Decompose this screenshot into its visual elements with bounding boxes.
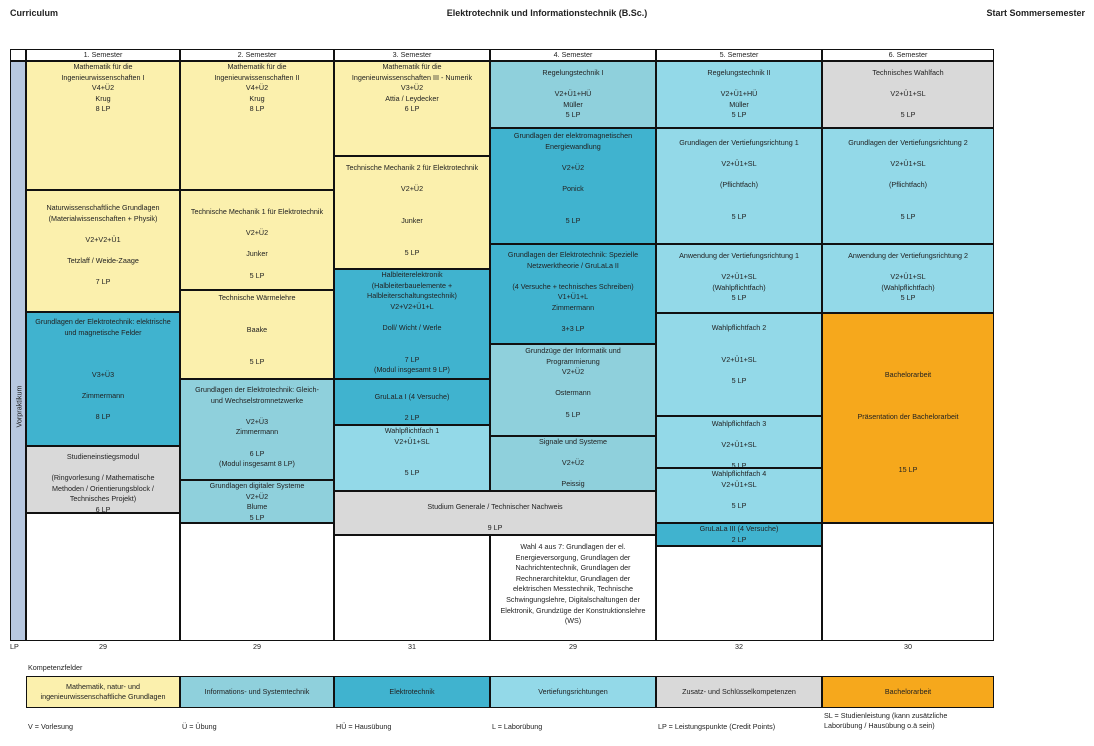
empty-cell: [656, 546, 822, 641]
module-studium-generale: Studium Generale / Technischer Nachweis …: [334, 491, 656, 535]
lp-total-semester-6: 30: [904, 642, 912, 651]
legend-elektrotechnik: Elektrotechnik: [334, 676, 490, 708]
module-vertiefung-1: Grundlagen der Vertiefungsrichtung 1 V2+…: [656, 128, 822, 244]
module-vertiefung-2: Grundlagen der Vertiefungsrichtung 2 V2+…: [822, 128, 994, 244]
module-mathematik-3: Mathematik für die Ingenieurwissenschaft…: [334, 61, 490, 156]
module-anwendung-vertiefung-1: Anwendung der Vertiefungsrichtung 1 V2+Ü…: [656, 244, 822, 313]
module-informatik: Grundzüge der Informatik und Programmier…: [490, 344, 656, 436]
legend-title: Kompetenzfelder: [28, 663, 83, 672]
module-studieneinstieg: Studieneinstiegsmodul (Ringvorlesung / M…: [26, 446, 180, 513]
legend-informations-systemtechnik: Informations- und Systemtechnik: [180, 676, 334, 708]
module-grundlagen-et-netzwerke: Grundlagen der Elektrotechnik: Gleich- u…: [180, 379, 334, 480]
abbr-vorlesung: V = Vorlesung: [28, 722, 73, 731]
vorpraktikum-label: Vorpraktikum: [14, 385, 24, 428]
lp-label: LP: [10, 642, 19, 651]
module-naturwissenschaftliche-grundlagen: Naturwissenschaftliche Grundlagen (Mater…: [26, 190, 180, 312]
vorpraktikum-bar: Vorpraktikum: [10, 61, 26, 641]
empty-cell: [822, 523, 994, 641]
semester-3-header: 3. Semester: [334, 49, 490, 61]
module-grulala-3: GruLaLa III (4 Versuche) 2 LP: [656, 523, 822, 546]
module-regelungstechnik-1: Regelungstechnik I V2+Ü1+HÜ Müller 5 LP: [490, 61, 656, 128]
legend-bachelorarbeit: Bachelorarbeit: [822, 676, 994, 708]
abbr-uebung: Ü = Übung: [182, 722, 217, 731]
lp-total-semester-1: 29: [99, 642, 107, 651]
module-wahlpflichtfach-1: Wahlpflichtfach 1 V2+Ü1+SL 5 LP: [334, 425, 490, 491]
lp-total-semester-3: 31: [408, 642, 416, 651]
module-grulala-1: GruLaLa I (4 Versuche) 2 LP: [334, 379, 490, 425]
legend-vertiefungsrichtungen: Vertiefungsrichtungen: [490, 676, 656, 708]
lp-total-semester-2: 29: [253, 642, 261, 651]
module-mathematik-2: Mathematik für die Ingenieurwissenschaft…: [180, 61, 334, 190]
semester-5-header: 5. Semester: [656, 49, 822, 61]
module-technische-mechanik-1: Technische Mechanik 1 für Elektrotechnik…: [180, 190, 334, 290]
abbr-leistungspunkte: LP = Leistungspunkte (Credit Points): [658, 722, 776, 731]
module-wahlpflichtfach-2: Wahlpflichtfach 2 V2+Ü1+SL 5 LP: [656, 313, 822, 416]
module-technisches-wahlfach: Technisches Wahlfach V2+Ü1+SL 5 LP: [822, 61, 994, 128]
legend-zusatz-schluesselkompetenzen: Zusatz- und Schlüsselkompetenzen: [656, 676, 822, 708]
lp-total-semester-4: 29: [569, 642, 577, 651]
empty-cell: [180, 523, 334, 641]
semester-1-header: 1. Semester: [26, 49, 180, 61]
module-technische-mechanik-2: Technische Mechanik 2 für Elektrotechnik…: [334, 156, 490, 269]
semester-2-header: 2. Semester: [180, 49, 334, 61]
module-grundlagen-et-felder: Grundlagen der Elektrotechnik: elektrisc…: [26, 312, 180, 446]
empty-cell: [26, 513, 180, 641]
module-netzwerktheorie-grulala-2: Grundlagen der Elektrotechnik: Spezielle…: [490, 244, 656, 344]
empty-cell: [334, 535, 490, 641]
page-title-left: Curriculum: [10, 8, 59, 18]
module-wahlpflichtfach-3: Wahlpflichtfach 3 V2+Ü1+SL 5 LP: [656, 416, 822, 468]
lp-total-semester-5: 32: [735, 642, 743, 651]
module-mathematik-1: Mathematik für die Ingenieurwissenschaft…: [26, 61, 180, 190]
module-grundlagen-digitaler-systeme: Grundlagen digitaler Systeme V2+Ü2 Blume…: [180, 480, 334, 523]
semester-4-header: 4. Semester: [490, 49, 656, 61]
abbr-hausuebung: HÜ = Hausübung: [336, 722, 392, 731]
module-regelungstechnik-2: Regelungstechnik II V2+Ü1+HÜ Müller 5 LP: [656, 61, 822, 128]
page-title: Elektrotechnik und Informationstechnik (…: [446, 8, 648, 18]
semester-6-header: 6. Semester: [822, 49, 994, 61]
abbr-laboruebung: L = Laborübung: [492, 722, 543, 731]
module-halbleiterelektronik: Halbleiterelektronik (Halbleiterbaueleme…: [334, 269, 490, 379]
module-wahlpflichtfach-4: Wahlpflichtfach 4 V2+Ü1+SL 5 LP: [656, 468, 822, 523]
legend-mathematik: Mathematik, natur- und ingenieurwissensc…: [26, 676, 180, 708]
corner-cell: [10, 49, 26, 61]
module-wahl-4-aus-7: Wahl 4 aus 7: Grundlagen der el. Energie…: [490, 535, 656, 641]
abbr-studienleistung: SL = Studienleistung (kann zusätzliche L…: [824, 711, 948, 730]
module-energiewandlung: Grundlagen der elektromagnetischen Energ…: [490, 128, 656, 244]
page-title-right: Start Sommersemester: [986, 8, 1085, 18]
module-anwendung-vertiefung-2: Anwendung der Vertiefungsrichtung 2 V2+Ü…: [822, 244, 994, 313]
module-bachelorarbeit: Bachelorarbeit Präsentation der Bachelor…: [822, 313, 994, 523]
module-technische-waermelehre: Technische Wärmelehre Baake 5 LP: [180, 290, 334, 379]
module-signale-und-systeme: Signale und Systeme V2+Ü2 Peissig 5 LP: [490, 436, 656, 491]
